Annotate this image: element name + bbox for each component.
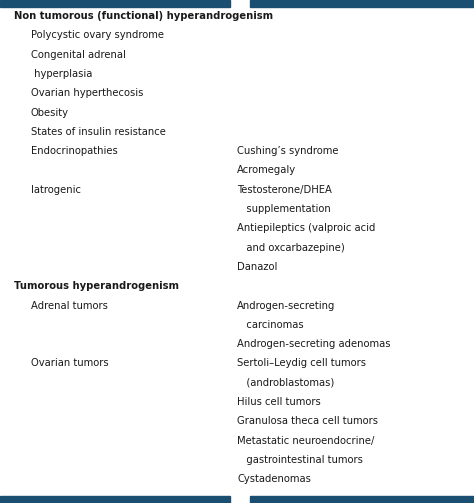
- Text: Congenital adrenal: Congenital adrenal: [31, 50, 126, 60]
- Text: Adrenal tumors: Adrenal tumors: [31, 300, 108, 310]
- Text: Iatrogenic: Iatrogenic: [31, 185, 81, 195]
- Text: Cystadenomas: Cystadenomas: [237, 474, 311, 484]
- Text: Testosterone/DHEA: Testosterone/DHEA: [237, 185, 332, 195]
- Text: (androblastomas): (androblastomas): [237, 378, 334, 388]
- Text: Androgen-secreting adenomas: Androgen-secreting adenomas: [237, 339, 391, 349]
- Text: carcinomas: carcinomas: [237, 320, 304, 330]
- Text: supplementation: supplementation: [237, 204, 331, 214]
- Text: Acromegaly: Acromegaly: [237, 165, 296, 176]
- Text: Endocrinopathies: Endocrinopathies: [31, 146, 118, 156]
- Bar: [250, 0, 474, 7]
- Text: Non tumorous (functional) hyperandrogenism: Non tumorous (functional) hyperandrogeni…: [14, 11, 273, 21]
- Text: Hilus cell tumors: Hilus cell tumors: [237, 397, 321, 407]
- Text: Danazol: Danazol: [237, 262, 277, 272]
- Text: Ovarian tumors: Ovarian tumors: [31, 359, 109, 368]
- Bar: [0, 0, 230, 7]
- Text: Sertoli–Leydig cell tumors: Sertoli–Leydig cell tumors: [237, 359, 366, 368]
- Text: Antiepileptics (valproic acid: Antiepileptics (valproic acid: [237, 223, 375, 233]
- Text: States of insulin resistance: States of insulin resistance: [31, 127, 166, 137]
- Text: hyperplasia: hyperplasia: [31, 69, 92, 79]
- Text: Polycystic ovary syndrome: Polycystic ovary syndrome: [31, 30, 164, 40]
- Text: Tumorous hyperandrogenism: Tumorous hyperandrogenism: [14, 281, 179, 291]
- Text: Obesity: Obesity: [31, 108, 69, 118]
- Text: Ovarian hyperthecosis: Ovarian hyperthecosis: [31, 88, 143, 98]
- Text: gastrointestinal tumors: gastrointestinal tumors: [237, 455, 363, 465]
- Bar: [250, 496, 474, 503]
- Text: Granulosa theca cell tumors: Granulosa theca cell tumors: [237, 416, 378, 426]
- Bar: [0, 496, 230, 503]
- Text: Androgen-secreting: Androgen-secreting: [237, 300, 336, 310]
- Text: Metastatic neuroendocrine/: Metastatic neuroendocrine/: [237, 436, 374, 446]
- Text: and oxcarbazepine): and oxcarbazepine): [237, 242, 345, 253]
- Text: Cushing’s syndrome: Cushing’s syndrome: [237, 146, 338, 156]
